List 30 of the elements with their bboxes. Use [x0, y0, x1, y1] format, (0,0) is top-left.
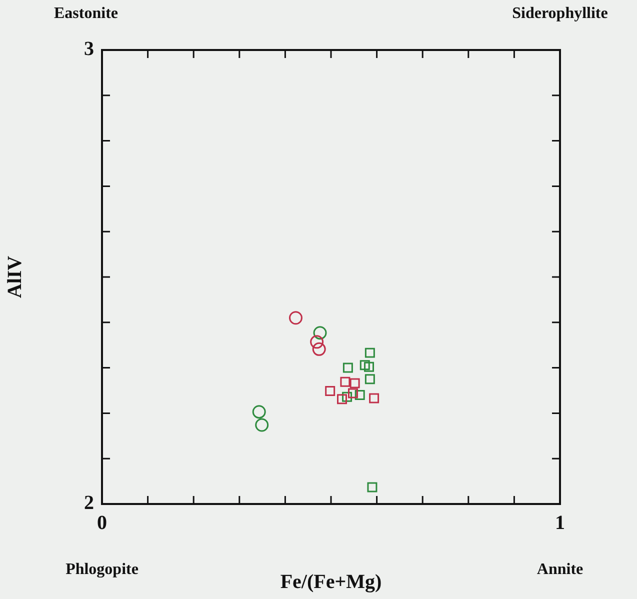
x-tick-label: 0 — [97, 512, 107, 534]
point — [255, 418, 269, 432]
text: Annite — [536, 561, 584, 578]
point — [342, 362, 353, 373]
y-tick-label: 2 — [84, 492, 94, 514]
point — [364, 348, 375, 358]
point — [288, 311, 302, 325]
point — [364, 362, 374, 372]
point — [340, 376, 350, 387]
point — [354, 390, 365, 400]
point — [364, 374, 375, 384]
point — [360, 360, 370, 370]
text: Siderophyllite — [512, 5, 608, 22]
point — [252, 405, 266, 419]
y-tick-label: 3 — [84, 38, 94, 60]
point — [313, 326, 327, 340]
point — [348, 388, 358, 398]
point — [312, 342, 326, 356]
x-tick-label: 1 — [555, 512, 565, 534]
text: Eastonite — [54, 5, 118, 22]
point — [337, 394, 347, 404]
point — [367, 482, 378, 492]
point — [342, 392, 352, 402]
point — [369, 393, 380, 404]
text: Phlogopite — [66, 561, 138, 578]
point — [325, 386, 336, 396]
x-axis-title: Fe/(Fe+Mg) — [280, 571, 382, 594]
point — [350, 378, 360, 388]
y-axis-title: AlIV — [4, 255, 26, 298]
point — [310, 335, 324, 349]
